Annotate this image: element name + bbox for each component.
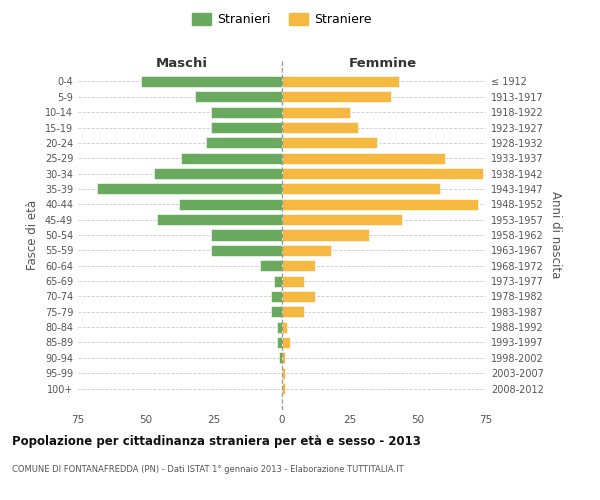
Bar: [282, 230, 369, 240]
Bar: [211, 230, 282, 240]
Bar: [154, 168, 282, 179]
Bar: [282, 184, 440, 194]
Bar: [140, 76, 282, 87]
Bar: [271, 306, 282, 318]
Bar: [274, 276, 282, 286]
Bar: [211, 122, 282, 133]
Bar: [271, 291, 282, 302]
Bar: [181, 152, 282, 164]
Bar: [282, 214, 401, 225]
Bar: [282, 199, 478, 210]
Bar: [211, 245, 282, 256]
Bar: [282, 76, 399, 87]
Bar: [282, 352, 285, 364]
Legend: Stranieri, Straniere: Stranieri, Straniere: [188, 8, 376, 30]
Bar: [206, 138, 282, 148]
Y-axis label: Fasce di età: Fasce di età: [26, 200, 39, 270]
Bar: [97, 184, 282, 194]
Bar: [282, 168, 483, 179]
Bar: [282, 383, 285, 394]
Text: Femmine: Femmine: [349, 56, 417, 70]
Bar: [282, 122, 358, 133]
Bar: [282, 337, 290, 348]
Bar: [260, 260, 282, 271]
Bar: [282, 138, 377, 148]
Bar: [282, 92, 391, 102]
Bar: [282, 260, 314, 271]
Bar: [179, 199, 282, 210]
Bar: [195, 92, 282, 102]
Bar: [282, 276, 304, 286]
Bar: [282, 322, 287, 332]
Bar: [277, 337, 282, 348]
Bar: [157, 214, 282, 225]
Text: Maschi: Maschi: [155, 56, 208, 70]
Bar: [282, 152, 445, 164]
Bar: [282, 245, 331, 256]
Bar: [277, 322, 282, 332]
Text: COMUNE DI FONTANAFREDDA (PN) - Dati ISTAT 1° gennaio 2013 - Elaborazione TUTTITA: COMUNE DI FONTANAFREDDA (PN) - Dati ISTA…: [12, 465, 404, 474]
Bar: [211, 106, 282, 118]
Text: Popolazione per cittadinanza straniera per età e sesso - 2013: Popolazione per cittadinanza straniera p…: [12, 435, 421, 448]
Bar: [279, 352, 282, 364]
Bar: [282, 291, 314, 302]
Y-axis label: Anni di nascita: Anni di nascita: [549, 192, 562, 278]
Bar: [282, 106, 350, 118]
Bar: [282, 306, 304, 318]
Bar: [282, 368, 285, 378]
